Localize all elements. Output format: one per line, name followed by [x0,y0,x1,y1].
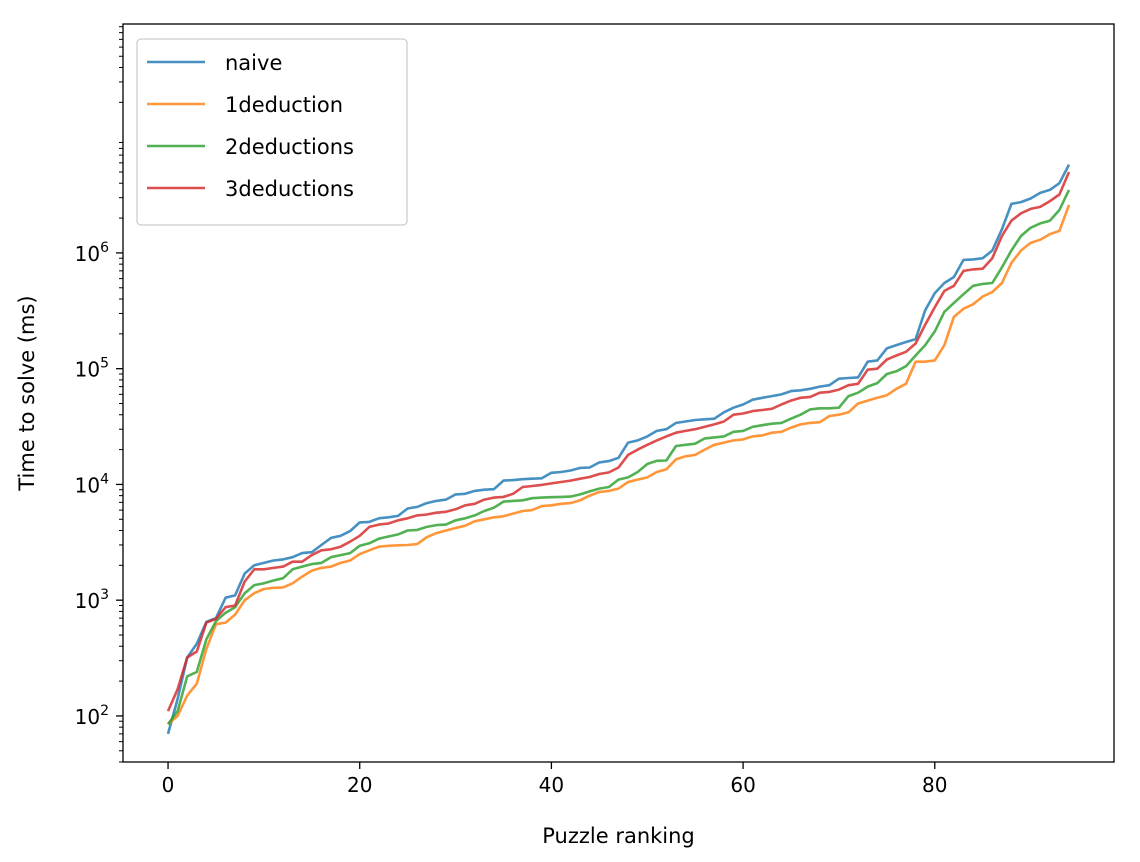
plot-frame [122,23,1115,763]
x-tick-label: 40 [539,773,564,797]
legend-label-3deductions: 3deductions [225,177,354,201]
series-line-3deductions [166,171,1071,712]
series-line-1deduction [167,204,1071,726]
x-axis-label: Puzzle ranking [542,824,695,848]
legend-label-2deductions: 2deductions [225,135,354,159]
x-tick-label: 20 [347,773,372,797]
y-tick-label: 106 [75,240,109,266]
y-tick-label: 102 [75,703,109,729]
y-tick-label: 104 [75,471,109,497]
legend-label-naive: naive [225,51,282,75]
x-tick-label: 0 [162,773,175,797]
x-axis: 0 20 40 60 80 [162,762,948,797]
x-tick-label: 80 [922,773,947,797]
legend: naive 1deduction 2deductions 3deductions [136,38,408,226]
legend-box [136,38,408,226]
y-tick-label: 105 [75,356,109,382]
series-layer [166,164,1071,735]
series-line-2deductions [166,189,1071,725]
y-axis: 102 103 104 105 106 [75,26,123,763]
x-tick-label: 60 [730,773,755,797]
y-axis-label: Time to solve (ms) [15,295,39,491]
series-line-naive [166,164,1071,735]
y-tick-label: 103 [75,587,109,613]
legend-label-1deduction: 1deduction [225,93,343,117]
